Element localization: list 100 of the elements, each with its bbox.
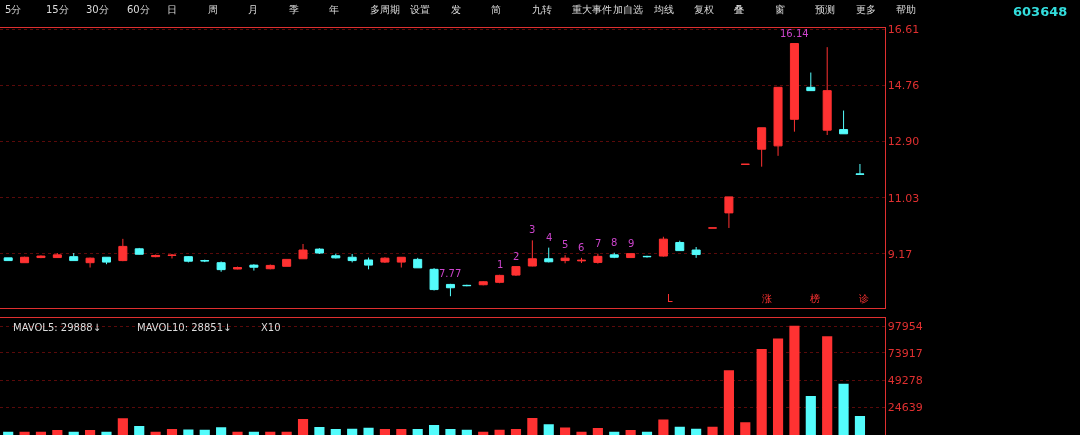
annotation: L xyxy=(667,293,673,304)
text: 7 xyxy=(595,238,602,249)
candlestick xyxy=(364,257,374,270)
text: 九转 xyxy=(532,4,552,15)
candlestick xyxy=(233,266,243,270)
bar xyxy=(461,429,472,435)
text: 发 xyxy=(451,4,461,15)
text: 30分 xyxy=(86,4,109,15)
candlestick xyxy=(200,259,210,263)
bar xyxy=(822,336,833,435)
text: 8 xyxy=(611,237,618,248)
candlestick xyxy=(396,256,406,269)
bar xyxy=(494,429,505,435)
bar xyxy=(674,426,685,435)
y-tick-label: 9.17 xyxy=(887,247,913,261)
candlestick xyxy=(85,257,95,269)
y-tick-label: 12.90 xyxy=(887,135,920,149)
text: 叠 xyxy=(734,4,744,15)
candlestick xyxy=(576,257,586,264)
text: 5 xyxy=(562,239,569,250)
candlestick xyxy=(806,72,816,92)
text: 重大事件 xyxy=(572,4,612,15)
annotation: MAVOL5: 29888↓ xyxy=(13,322,102,333)
bar xyxy=(691,428,702,435)
text: 复权 xyxy=(694,4,714,15)
annotation: MAVOL10: 28851↓ xyxy=(137,322,232,333)
candlestick xyxy=(855,163,865,175)
text: 月 xyxy=(248,4,258,15)
bar xyxy=(85,429,96,435)
candlestick xyxy=(216,260,226,273)
bar xyxy=(379,428,391,435)
candlestick xyxy=(544,247,554,263)
annotation: 榜 xyxy=(810,293,820,304)
bar xyxy=(232,431,243,435)
text: 多周期 xyxy=(370,4,400,15)
bar xyxy=(543,424,554,435)
text: 1 xyxy=(497,259,504,270)
bar xyxy=(625,429,636,435)
bar xyxy=(396,428,407,435)
bar xyxy=(166,428,178,435)
candlestick xyxy=(314,247,324,255)
candlestick xyxy=(609,252,619,259)
bar xyxy=(330,428,341,435)
candlestick xyxy=(413,257,423,269)
bar xyxy=(510,428,522,435)
bar xyxy=(183,429,194,435)
bar xyxy=(658,419,669,435)
candlestick xyxy=(593,253,603,265)
bar xyxy=(576,431,587,435)
candlestick xyxy=(118,238,128,262)
candlestick xyxy=(380,256,390,264)
bar xyxy=(216,427,227,435)
text: 4 xyxy=(546,232,553,243)
y-tick-label: 16.61 xyxy=(887,23,920,37)
y-tick-label: 14.76 xyxy=(887,79,920,93)
bar xyxy=(789,325,800,435)
candlestick xyxy=(249,263,259,272)
candlestick xyxy=(101,256,111,265)
text: 15分 xyxy=(46,4,69,15)
candlestick xyxy=(3,257,13,262)
bar xyxy=(101,431,112,435)
candlestick xyxy=(478,280,488,286)
candlestick xyxy=(298,243,308,260)
bar xyxy=(52,429,63,435)
annotation: 诊 xyxy=(859,293,869,304)
candlestick xyxy=(511,266,521,277)
bar xyxy=(838,383,849,435)
candlestick xyxy=(560,254,570,264)
text: 均线 xyxy=(653,4,674,15)
y-tick-label: 97954 xyxy=(887,319,923,333)
annotation: X10 xyxy=(261,322,281,333)
text: 季 xyxy=(289,4,299,15)
candlestick xyxy=(445,283,455,297)
candlestick xyxy=(691,246,701,259)
candlestick xyxy=(134,247,144,256)
text: 日 xyxy=(167,4,177,15)
bar xyxy=(707,426,718,435)
text: 2 xyxy=(513,251,520,262)
bar xyxy=(772,338,784,435)
bar xyxy=(199,429,210,435)
bar xyxy=(805,395,816,435)
y-tick-label: 49278 xyxy=(887,374,923,388)
text: 更多 xyxy=(856,4,876,15)
text: 3 xyxy=(529,224,536,235)
text: 5分 xyxy=(5,4,22,15)
candlestick xyxy=(822,46,832,136)
candlestick xyxy=(36,254,46,259)
text: 6 xyxy=(578,242,585,253)
bar xyxy=(134,425,145,435)
candlestick xyxy=(282,258,292,267)
annotation: 涨 xyxy=(762,293,772,304)
bar xyxy=(347,428,358,435)
bar xyxy=(854,415,866,435)
candlestick xyxy=(167,253,177,259)
bar xyxy=(740,422,751,435)
text: 60分 xyxy=(127,4,150,15)
text: 帮助 xyxy=(896,4,916,15)
candlestick xyxy=(789,43,799,133)
text: 预测 xyxy=(815,4,835,15)
bar xyxy=(560,427,571,435)
